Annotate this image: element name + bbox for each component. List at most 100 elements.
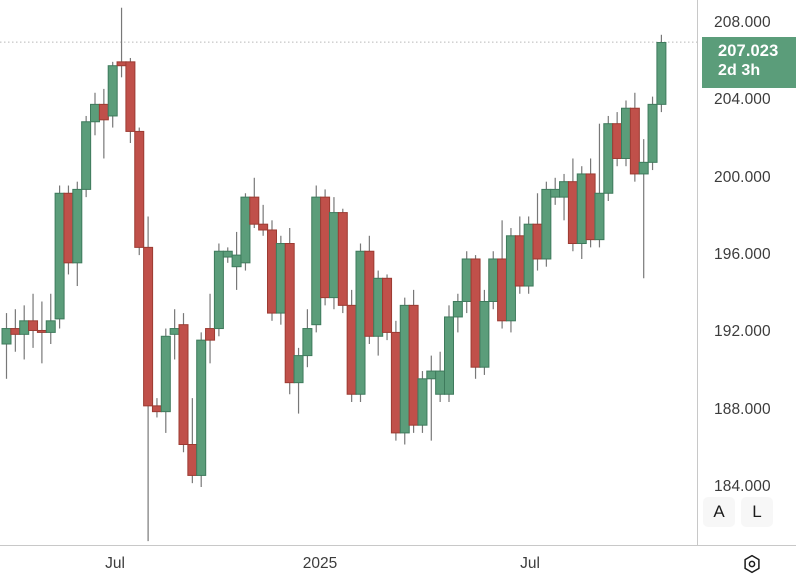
price-axis-tick: 204.000 — [714, 91, 771, 109]
candle-body — [19, 320, 30, 335]
time-axis[interactable]: Jul 2025 Jul — [0, 546, 697, 582]
candle-body — [196, 339, 207, 476]
candle — [178, 313, 189, 453]
candle — [408, 289, 419, 433]
candle — [293, 347, 304, 414]
candle-body — [337, 212, 348, 306]
price-axis[interactable]: 208.000 204.000 200.000 196.000 192.000 188.0… — [698, 0, 796, 545]
candle — [629, 92, 640, 182]
candle — [267, 220, 277, 321]
candle-body — [559, 181, 570, 198]
candle-body — [267, 229, 277, 314]
candle-body — [63, 192, 74, 264]
candle-body — [470, 258, 481, 368]
candle-body — [497, 258, 508, 322]
candle — [505, 228, 516, 333]
candle-body — [550, 188, 561, 198]
candle — [302, 309, 313, 368]
candle — [222, 247, 233, 263]
chart-settings-button[interactable] — [738, 550, 766, 578]
candle-body — [541, 188, 552, 260]
candle-body — [514, 235, 525, 287]
candle-body — [382, 277, 393, 333]
candle-body — [585, 173, 596, 241]
price-axis-tick: 192.000 — [714, 323, 771, 341]
last-price-badge[interactable]: 207.023 2d 3h — [702, 37, 796, 89]
price-axis-tick: 200.000 — [714, 168, 771, 186]
candle-body — [302, 328, 313, 357]
candle-body — [107, 65, 118, 117]
candle — [28, 293, 39, 348]
candle — [479, 289, 490, 375]
candle-body — [10, 328, 21, 335]
candle — [10, 309, 21, 352]
candle — [435, 351, 446, 402]
candle — [638, 139, 649, 279]
candle — [320, 189, 331, 306]
candle-body — [355, 250, 366, 395]
candle-body — [222, 250, 233, 258]
candle-body — [461, 258, 472, 302]
candle — [125, 57, 136, 144]
candle-body — [417, 378, 428, 426]
candle — [603, 115, 614, 201]
candle — [107, 61, 118, 128]
candle-body — [90, 103, 100, 123]
candle — [54, 185, 65, 329]
candle — [81, 115, 92, 198]
candle-body — [594, 192, 605, 241]
candle-body — [311, 196, 322, 326]
candle — [585, 158, 596, 248]
candle — [390, 320, 401, 441]
bar-countdown: 2d 3h — [718, 62, 761, 80]
candle-body — [399, 304, 410, 434]
time-axis-separator — [0, 545, 796, 546]
candle-body — [1, 328, 12, 345]
candle — [559, 173, 570, 221]
candle-body — [320, 196, 331, 299]
candle — [151, 398, 162, 418]
candle — [98, 88, 109, 159]
candle — [72, 181, 83, 287]
candle — [231, 231, 242, 290]
candle — [550, 177, 561, 205]
candle — [346, 289, 357, 402]
candle-body — [408, 304, 419, 426]
candle — [541, 181, 552, 267]
candle — [240, 193, 251, 271]
candle-body — [532, 223, 543, 260]
candle-body — [45, 320, 56, 333]
candle-body — [373, 277, 384, 337]
last-price-value: 207.023 — [718, 42, 779, 61]
candle-body — [364, 250, 375, 337]
candle — [275, 235, 286, 325]
candle — [134, 127, 145, 256]
candle — [488, 251, 499, 310]
candle — [169, 309, 180, 360]
candle-body — [629, 107, 640, 175]
candle — [576, 166, 587, 259]
candle-body — [576, 173, 587, 245]
candle-body — [28, 320, 39, 331]
candle — [461, 251, 472, 314]
candle — [355, 243, 366, 402]
candle-body — [647, 103, 658, 163]
candlestick-plot-area[interactable] — [0, 0, 697, 545]
candle-body — [603, 123, 614, 194]
candle — [656, 34, 667, 113]
candle-body — [36, 329, 47, 333]
candle-body — [81, 121, 92, 190]
candle — [621, 100, 631, 167]
candle-body — [293, 355, 304, 384]
auto-scale-button[interactable]: A — [703, 497, 735, 527]
candle — [647, 96, 658, 171]
time-axis-tick: Jul — [105, 555, 125, 572]
candle-body — [249, 196, 260, 225]
candle — [258, 204, 269, 236]
log-scale-button[interactable]: L — [741, 497, 773, 527]
candle-body — [346, 304, 357, 395]
candle — [160, 328, 171, 433]
time-axis-tick: 2025 — [302, 555, 338, 572]
candle — [594, 123, 605, 248]
